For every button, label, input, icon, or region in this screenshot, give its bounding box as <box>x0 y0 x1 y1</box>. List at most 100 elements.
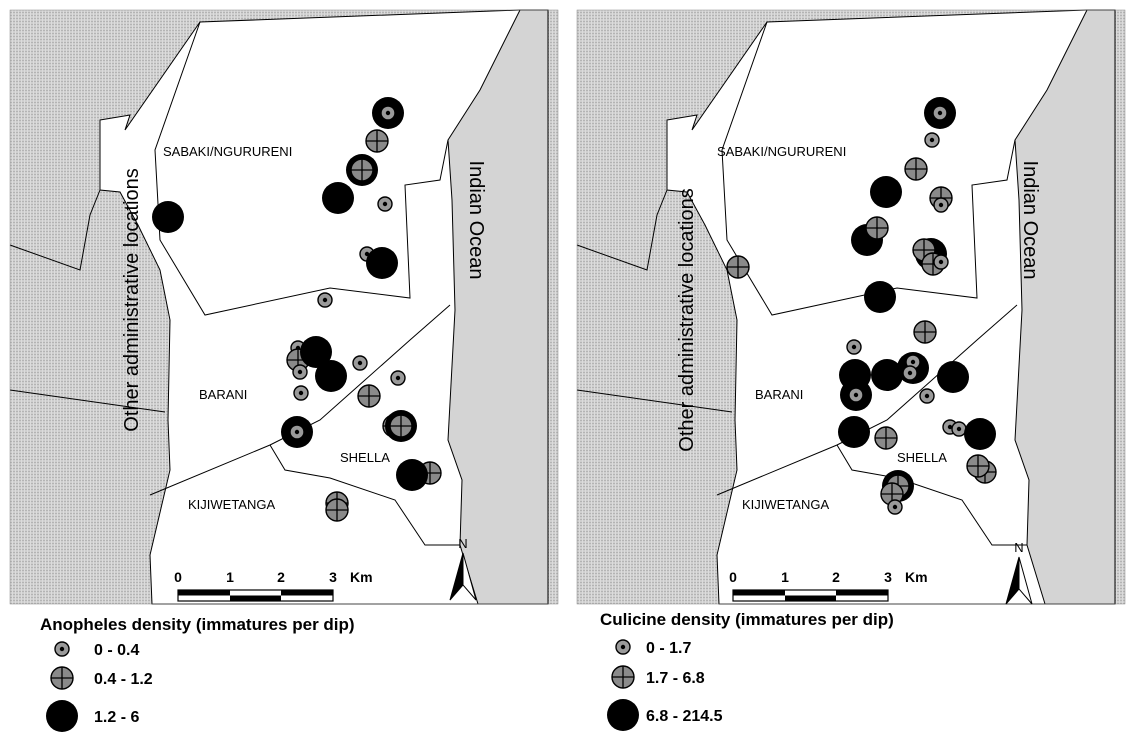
boundary-line <box>576 189 668 271</box>
map-frame <box>576 9 1126 605</box>
site-medium <box>913 320 937 344</box>
legend-label: 1.2 - 6 <box>94 709 139 726</box>
site-large <box>366 247 398 279</box>
site-small <box>848 387 864 403</box>
legend-title: Anopheles density (immatures per dip) <box>40 615 355 634</box>
map-border <box>576 9 1126 605</box>
site-small <box>390 370 406 386</box>
site-small <box>846 339 862 355</box>
legend-large-symbol <box>607 699 639 731</box>
site-small <box>933 197 949 213</box>
legend: Culicine density (immatures per dip) 0 -… <box>600 610 894 731</box>
boundary-line <box>716 304 1018 496</box>
site-large <box>870 176 902 208</box>
boundary-line <box>9 189 101 271</box>
ocean <box>1014 9 1116 605</box>
boundary-line <box>576 389 733 413</box>
site-small <box>933 254 949 270</box>
site-small <box>380 105 396 121</box>
site-large <box>396 459 428 491</box>
site-small <box>292 364 308 380</box>
map-culicine: SABAKI/NGURURENI BARANI SHELLA KIJIWETAN… <box>576 9 1126 731</box>
legend-label: 0.4 - 1.2 <box>94 671 153 688</box>
site-small <box>932 105 948 121</box>
site-medium <box>966 454 990 478</box>
map-frame <box>9 9 559 605</box>
site-medium <box>389 414 413 438</box>
scale-tick-label: 3 <box>329 569 337 585</box>
region-label-barani: BARANI <box>199 387 247 402</box>
legend-label: 0 - 0.4 <box>94 642 139 659</box>
legend-small-symbol <box>615 639 631 655</box>
region-label-barani: BARANI <box>755 387 803 402</box>
site-large <box>964 418 996 450</box>
legend-medium-symbol <box>611 665 635 689</box>
other-locations-label: Other administrative locations <box>121 168 143 431</box>
legend-title: Culicine density (immatures per dip) <box>600 610 894 629</box>
site-large <box>152 201 184 233</box>
site-medium <box>904 157 928 181</box>
site-small <box>887 499 903 515</box>
scale-unit: Km <box>905 569 928 585</box>
site-large <box>864 281 896 313</box>
scale-tick-label: 2 <box>832 569 840 585</box>
site-small <box>293 385 309 401</box>
ocean-label: Indian Ocean <box>1019 161 1041 280</box>
scale-tick-label: 0 <box>174 569 182 585</box>
scale-tick-label: 3 <box>884 569 892 585</box>
north-label: N <box>1014 540 1023 555</box>
site-small <box>289 424 305 440</box>
scale-tick-label: 1 <box>226 569 234 585</box>
scale-bar: 0 1 2 3 Km <box>174 569 373 602</box>
site-large <box>937 361 969 393</box>
legend-label: 1.7 - 6.8 <box>646 670 705 687</box>
site-medium <box>874 426 898 450</box>
site-small <box>902 365 918 381</box>
boundary-line <box>149 304 451 496</box>
scale-bar: 0 1 2 3 Km <box>729 569 928 602</box>
site-small <box>919 388 935 404</box>
map-anopheles: SABAKI/NGURURENI BARANI SHELLA KIJIWETAN… <box>9 9 559 732</box>
legend-medium-symbol <box>50 666 74 690</box>
boundary-line <box>9 389 166 413</box>
site-medium <box>350 158 374 182</box>
scale-tick-label: 2 <box>277 569 285 585</box>
site-medium <box>865 216 889 240</box>
site-medium <box>365 129 389 153</box>
legend-small-symbol <box>54 641 70 657</box>
north-arrow: N <box>1005 540 1033 605</box>
site-large <box>838 416 870 448</box>
site-large <box>315 360 347 392</box>
legend: Anopheles density (immatures per dip) 0 … <box>40 615 355 732</box>
boundary-line <box>154 21 449 316</box>
site-medium <box>726 255 750 279</box>
boundary-line <box>836 444 1027 546</box>
legend-large-symbol <box>46 700 78 732</box>
boundary-line <box>269 444 460 546</box>
site-medium <box>325 498 349 522</box>
region-label-sabaki: SABAKI/NGURURENI <box>163 144 292 159</box>
boundary-line <box>721 21 1016 316</box>
scale-tick-label: 0 <box>729 569 737 585</box>
site-small <box>317 292 333 308</box>
ocean-label: Indian Ocean <box>465 161 487 280</box>
scale-unit: Km <box>350 569 373 585</box>
site-small <box>951 421 967 437</box>
site-small <box>352 355 368 371</box>
site-small <box>924 132 940 148</box>
north-label: N <box>458 536 467 551</box>
legend-label: 6.8 - 214.5 <box>646 708 723 725</box>
other-locations-label: Other administrative locations <box>676 188 698 451</box>
region-label-kijiwetanga: KIJIWETANGA <box>188 497 275 512</box>
region-label-kijiwetanga: KIJIWETANGA <box>742 497 829 512</box>
region-label-shella: SHELLA <box>340 450 390 465</box>
map-border <box>9 9 559 605</box>
region-label-sabaki: SABAKI/NGURURENI <box>717 144 846 159</box>
site-large <box>322 182 354 214</box>
site-medium <box>357 384 381 408</box>
north-arrow: N <box>449 536 477 601</box>
ocean <box>447 9 549 605</box>
scale-tick-label: 1 <box>781 569 789 585</box>
legend-label: 0 - 1.7 <box>646 640 691 657</box>
